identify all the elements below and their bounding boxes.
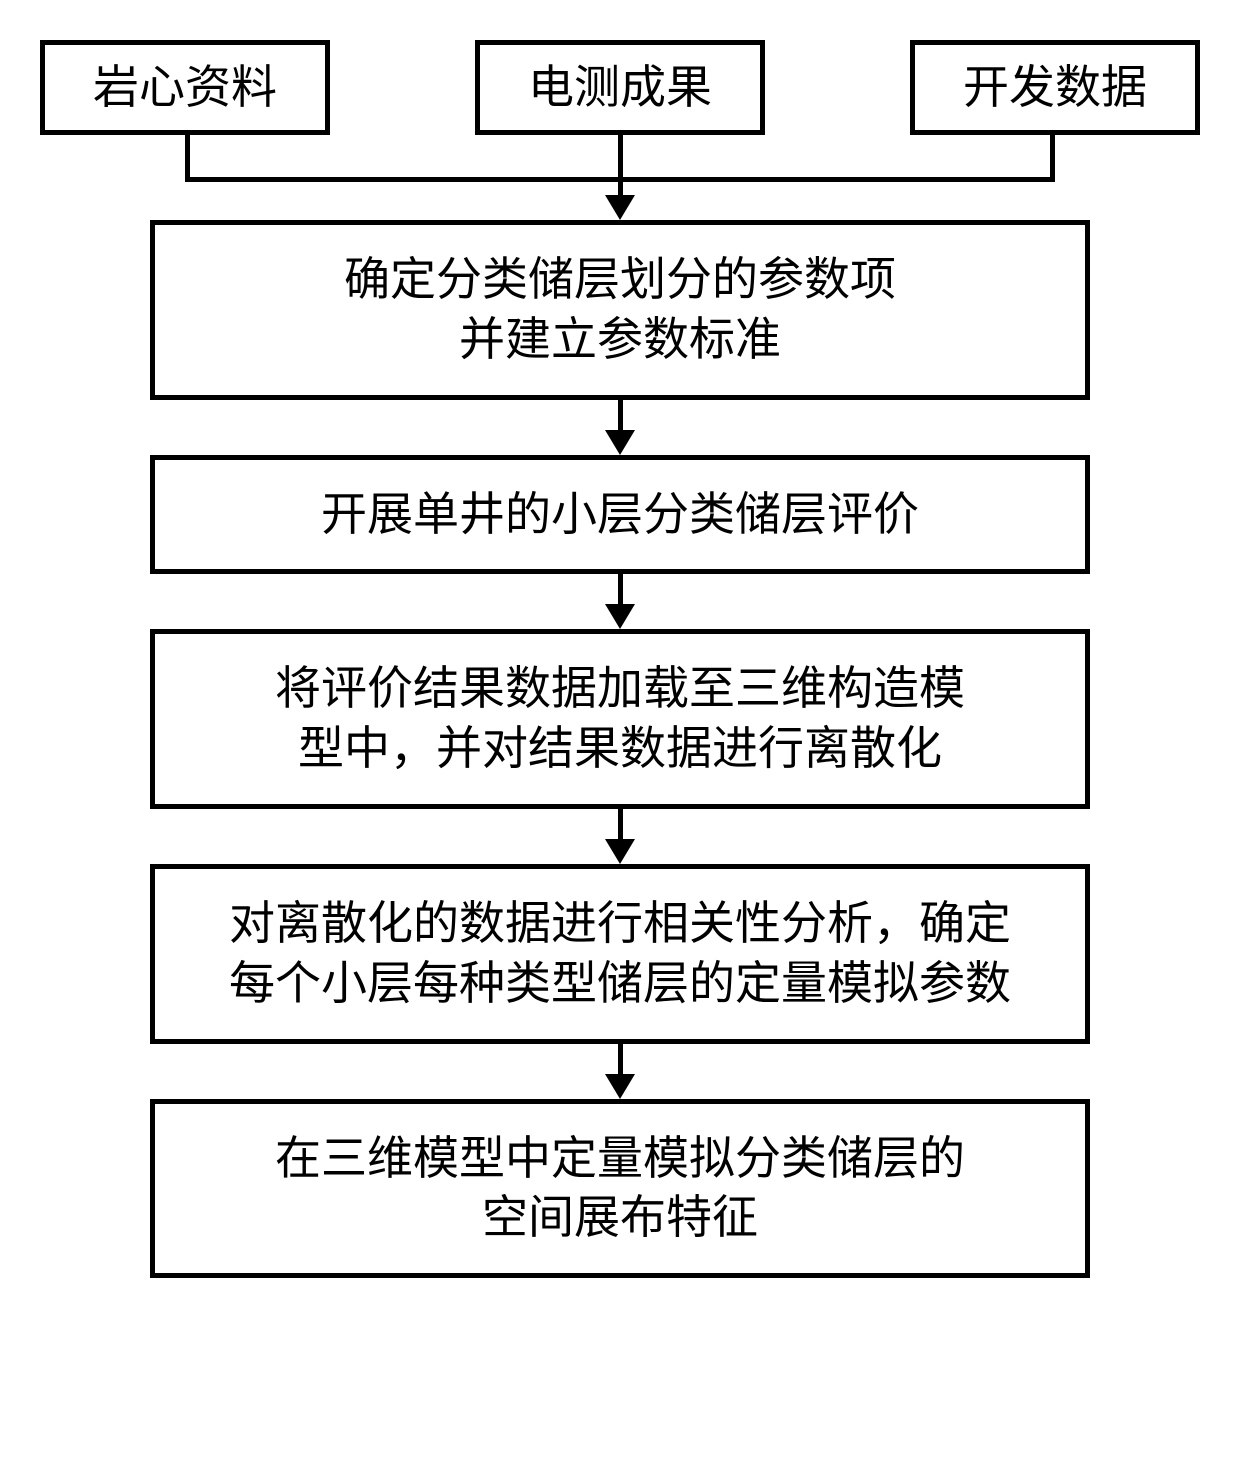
input-box-electrical-survey: 电测成果	[475, 40, 765, 135]
step-label: 对离散化的数据进行相关性分析，确定 每个小层每种类型储层的定量模拟参数	[229, 894, 1011, 1014]
input-box-core-data: 岩心资料	[40, 40, 330, 135]
input-label: 电测成果	[528, 58, 712, 118]
input-row: 岩心资料 电测成果 开发数据	[40, 40, 1200, 135]
arrow-connector	[605, 809, 635, 864]
step-box-correlation-analysis: 对离散化的数据进行相关性分析，确定 每个小层每种类型储层的定量模拟参数	[150, 864, 1090, 1044]
input-label: 开发数据	[963, 58, 1147, 118]
arrow-connector	[605, 400, 635, 455]
step-box-spatial-distribution: 在三维模型中定量模拟分类储层的 空间展布特征	[150, 1099, 1090, 1279]
input-label: 岩心资料	[93, 58, 277, 118]
step-label: 开展单井的小层分类储层评价	[321, 485, 919, 545]
step-box-3d-model-load: 将评价结果数据加载至三维构造模 型中，并对结果数据进行离散化	[150, 629, 1090, 809]
step-box-single-well-evaluation: 开展单井的小层分类储层评价	[150, 455, 1090, 575]
input-box-development-data: 开发数据	[910, 40, 1200, 135]
merge-connector	[40, 135, 1200, 220]
arrow-connector	[605, 1044, 635, 1099]
arrow-connector	[605, 574, 635, 629]
flowchart-container: 岩心资料 电测成果 开发数据 确定分类储层划分的参数项 并建立参数标准 开展单井…	[40, 40, 1200, 1278]
step-label: 将评价结果数据加载至三维构造模 型中，并对结果数据进行离散化	[275, 659, 965, 779]
step-label: 在三维模型中定量模拟分类储层的 空间展布特征	[275, 1129, 965, 1249]
step-box-parameters: 确定分类储层划分的参数项 并建立参数标准	[150, 220, 1090, 400]
step-label: 确定分类储层划分的参数项 并建立参数标准	[344, 250, 896, 370]
